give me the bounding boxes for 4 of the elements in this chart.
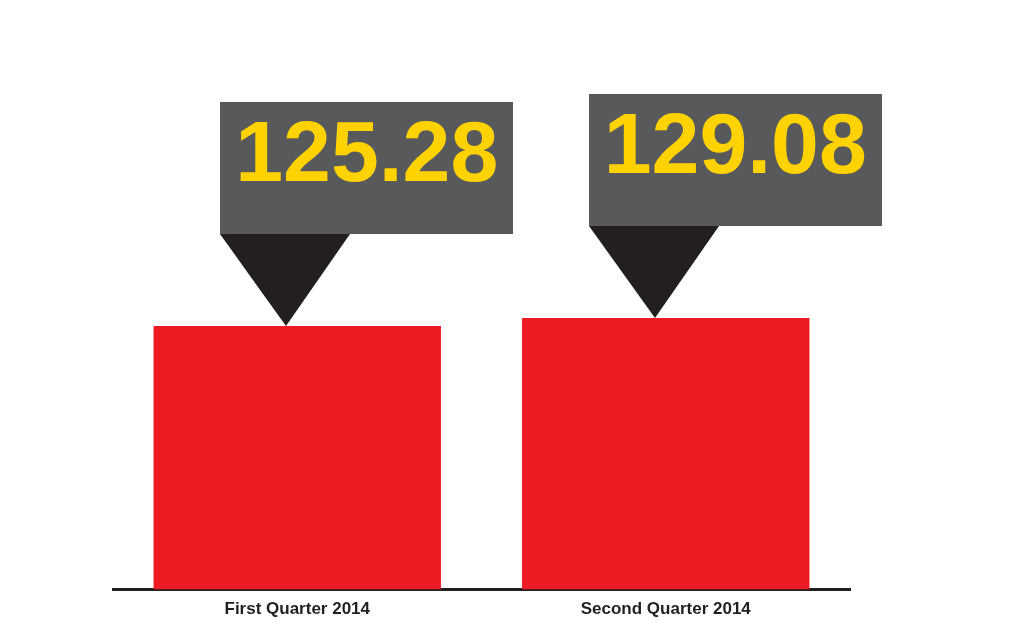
x-tick-label: First Quarter 2014 [224, 599, 371, 619]
x-tick-label: Second Quarter 2014 [580, 599, 752, 619]
data-label: 129.08 [588, 93, 882, 226]
data-label: 125.28 [220, 101, 514, 234]
